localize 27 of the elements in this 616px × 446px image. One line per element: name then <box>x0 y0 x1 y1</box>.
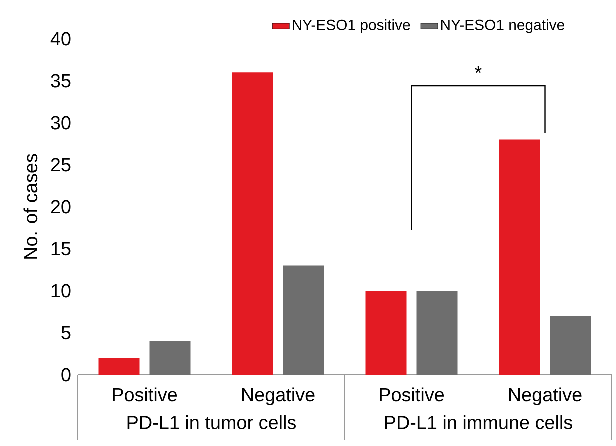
bar <box>283 266 324 375</box>
bar <box>98 358 140 375</box>
legend-label: NY-ESO1 positive <box>293 19 410 34</box>
bar <box>150 341 191 375</box>
y-tick-label: 15 <box>52 242 71 256</box>
y-tick-label: 5 <box>62 326 71 340</box>
y-tick-label: 30 <box>51 116 71 130</box>
y-axis-title: No. of cases <box>24 154 38 259</box>
x-tick-label: Positive <box>113 388 178 402</box>
y-tick-label: 40 <box>50 32 71 46</box>
x-tick-label: Negative <box>242 388 315 406</box>
y-tick-label: 10 <box>52 284 71 298</box>
text: PD-L1 in tumor cells <box>128 416 296 430</box>
bar <box>416 291 458 375</box>
bar <box>232 72 274 375</box>
x-tick-label: Positive <box>380 388 444 402</box>
y-tick-label: 20 <box>51 200 71 214</box>
legend-label: NY-ESO1 negative <box>441 19 564 34</box>
bar <box>550 316 592 375</box>
x-tick-label: Negative <box>509 388 582 406</box>
y-tick-label: 35 <box>51 74 71 88</box>
y-tick-label: 0 <box>62 368 71 382</box>
annotation: * <box>475 66 482 74</box>
bar <box>499 140 540 375</box>
y-tick-label: 25 <box>51 158 71 172</box>
bar <box>366 291 407 375</box>
text: PD-L1 in immune cells <box>385 416 572 430</box>
